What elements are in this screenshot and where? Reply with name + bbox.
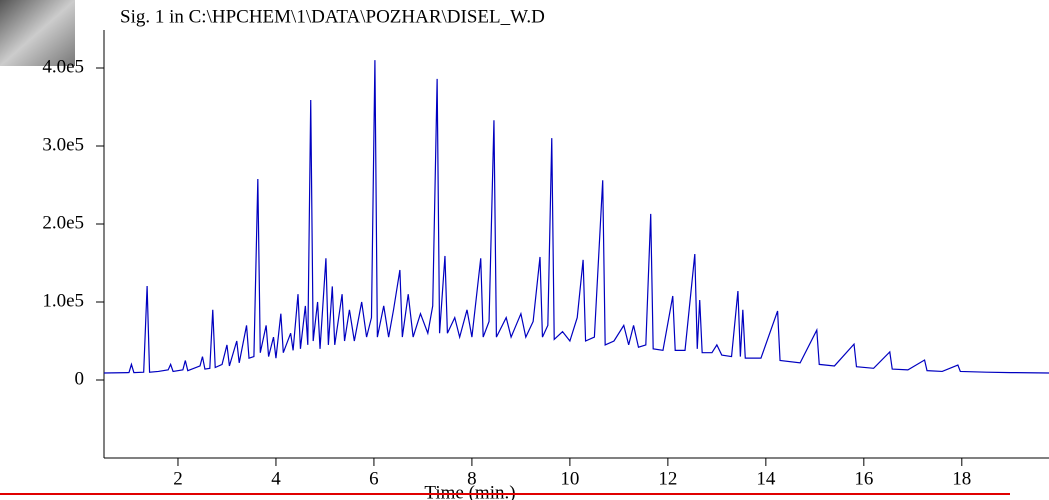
x-tick-label: 2	[173, 468, 183, 489]
y-tick-label: 0	[75, 368, 85, 389]
x-axis-label: Time (min.)	[424, 482, 515, 500]
y-tick-label: 1.0e5	[42, 290, 84, 311]
x-tick-label: 4	[271, 468, 281, 489]
x-tick-label: 18	[952, 468, 971, 489]
x-tick-label: 10	[560, 468, 579, 489]
y-tick-label: 2.0e5	[42, 212, 84, 233]
signal-trace	[103, 60, 1049, 374]
x-tick-label: 12	[658, 468, 677, 489]
thumbnail	[0, 0, 75, 66]
x-tick-label: 14	[756, 468, 776, 489]
chart-title: Sig. 1 in C:\HPCHEM\1\DATA\POZHAR\DISEL_…	[120, 6, 545, 27]
x-tick-label: 16	[854, 468, 873, 489]
x-tick-label: 6	[369, 468, 379, 489]
x-tick-label: 8	[467, 468, 477, 489]
y-tick-label: 4.0e5	[42, 56, 84, 77]
y-tick-label: 3.0e5	[42, 134, 84, 155]
